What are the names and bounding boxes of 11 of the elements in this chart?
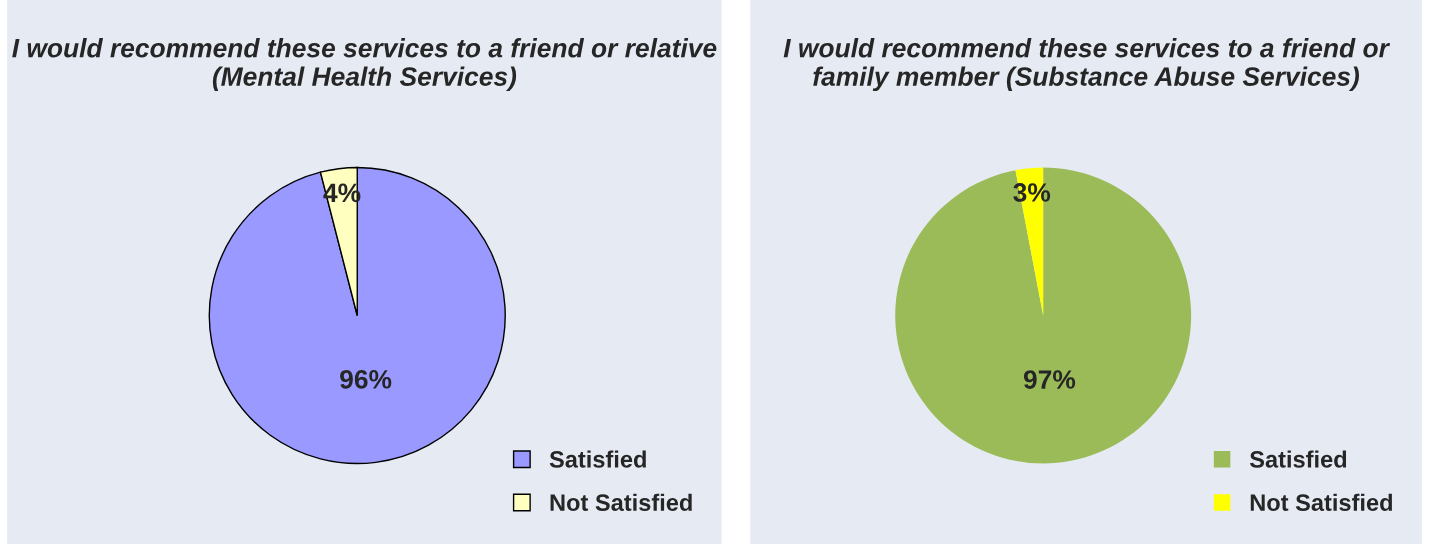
data-label: 3%	[1013, 183, 1051, 202]
legend-label: Not Satisfied	[1250, 493, 1392, 511]
legend-label: Satisfied	[549, 450, 646, 468]
chart-title: I would recommend these services to a friend or family member (Substance Abuse Services)	[783, 38, 1391, 92]
data-label: 97%	[1023, 370, 1076, 389]
legend-label: Satisfied	[1249, 450, 1347, 468]
legend-label: Not Satisfied	[550, 493, 692, 511]
data-label: 96%	[340, 369, 392, 389]
chart-title: I would recommend these services to a friend or relative (Mental Health Services)	[12, 38, 717, 92]
pie-slice	[895, 167, 1192, 464]
pie-slice	[208, 166, 506, 465]
